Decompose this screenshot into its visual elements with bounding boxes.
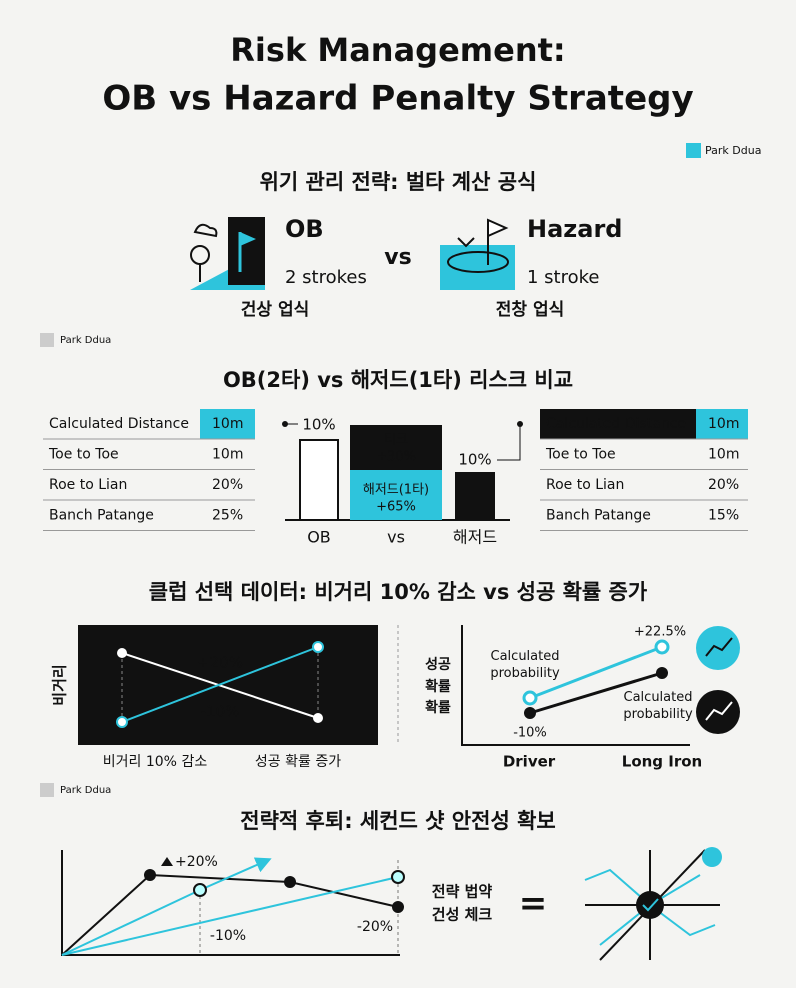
- table-label: Banch Patange: [49, 508, 154, 524]
- title: OB vs Hazard Penalty Strategy: [102, 79, 693, 119]
- x-label: Long Iron: [622, 753, 702, 771]
- table-label: Roe to Lian: [546, 477, 624, 493]
- risk-bars: [282, 421, 523, 521]
- x-label: 성공 확률 증가: [255, 754, 341, 770]
- bar-label: 10%: [458, 451, 491, 469]
- table-value: 20%: [708, 477, 739, 493]
- hazard-name: Hazard: [527, 215, 622, 243]
- bar-label: 해저드(1타): [363, 483, 429, 498]
- ob-name: OB: [285, 215, 324, 243]
- table-label: Roe to Lian: [49, 477, 127, 493]
- line-label: -10%: [201, 703, 240, 721]
- hazard-icon: [440, 218, 515, 290]
- ob-penalty: 2 strokes: [285, 267, 367, 288]
- table-value: 10m: [212, 447, 243, 463]
- brand: Park Ddua: [705, 144, 761, 157]
- table-label: Toe to Toe: [545, 447, 616, 463]
- category-label: vs: [387, 528, 405, 547]
- table-label: Toe to Toe: [48, 447, 119, 463]
- hazard-penalty: 1 stroke: [527, 267, 599, 288]
- section-title: 위기 관리 전략: 벌타 계산 공식: [260, 170, 537, 194]
- section-title: 전략적 후퇴: 세컨드 샷 안전성 확보: [240, 809, 555, 833]
- brand: Park Ddua: [60, 785, 111, 796]
- brand: Park Ddua: [60, 335, 111, 346]
- axis-label: 성공: [425, 657, 451, 673]
- table-value: 20%: [212, 477, 243, 493]
- table-label: Calculated Distance: [49, 416, 189, 432]
- bar-label: 티크: [384, 433, 408, 448]
- table-value: 10m: [708, 447, 739, 463]
- bar-label: +30%: [376, 450, 416, 465]
- category-label: OB: [307, 528, 331, 547]
- section-title: OB(2타) vs 해저드(1타) 리스크 비교: [223, 368, 573, 392]
- title: Risk Management:: [230, 31, 565, 69]
- vs: vs: [384, 245, 411, 270]
- table-value: 10m: [212, 416, 243, 432]
- value-bg: [696, 409, 748, 439]
- bar-label: +65%: [376, 500, 416, 515]
- category-label: 해저드: [453, 528, 497, 547]
- annotation: -10%: [210, 928, 246, 944]
- table-value: 10m: [708, 416, 739, 432]
- target-icon: [584, 847, 722, 961]
- section-title: 클럽 선택 데이터: 비거리 10% 감소 vs 성공 확률 증가: [149, 580, 648, 604]
- value-bg: [200, 409, 255, 439]
- annotation: -20%: [357, 919, 393, 935]
- distance-panel: [78, 625, 378, 745]
- annotation: Calculated probability: [623, 690, 693, 722]
- x-label: Driver: [503, 753, 556, 771]
- check-text: 건성 체크: [432, 906, 493, 924]
- axis-label: 확률: [425, 699, 451, 716]
- check-text: 전략 법약: [432, 883, 493, 901]
- table-value: 15%: [708, 508, 739, 524]
- annotation: +22.5%: [634, 625, 686, 640]
- bar-label: 10%: [302, 416, 335, 434]
- probability-panel: [461, 625, 740, 746]
- retreat-chart: [61, 850, 405, 956]
- equals: =: [519, 884, 548, 924]
- brand-badges: [40, 143, 701, 797]
- ob-icon: [190, 217, 265, 290]
- caption: 전창 업식: [496, 300, 564, 320]
- caption: 건상 업식: [241, 300, 309, 320]
- table-value: 25%: [212, 508, 243, 524]
- annotation: -10%: [513, 726, 547, 741]
- axis-label: 비거리: [51, 664, 69, 705]
- x-label: 비거리 10% 감소: [103, 754, 208, 770]
- annotation: +20%: [175, 854, 218, 870]
- table-label: Calculated Distance: [546, 416, 686, 432]
- axis-label: 확률: [425, 678, 451, 695]
- table-label: Banch Patange: [546, 508, 651, 524]
- annotation: Calculated probability: [490, 649, 560, 681]
- line-label: +20%: [197, 654, 243, 672]
